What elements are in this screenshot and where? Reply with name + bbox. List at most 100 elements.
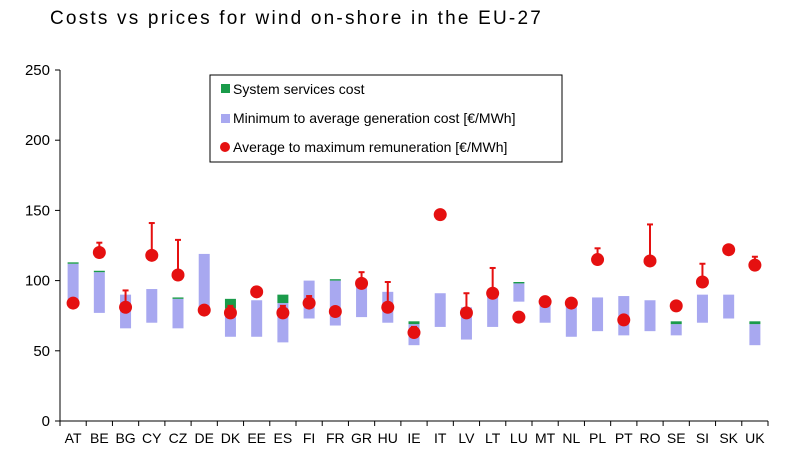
remuneration-point-dk	[223, 306, 237, 320]
x-tick-label-se: SE	[667, 430, 686, 446]
x-tick-label-hu: HU	[378, 430, 398, 446]
generation-cost-bar-ro	[644, 300, 656, 332]
x-tick-label-lu: LU	[510, 430, 528, 446]
x-tick-label-lv: LV	[458, 430, 475, 446]
remuneration-point-lv	[459, 306, 473, 320]
x-tick-label-ee: EE	[247, 430, 266, 446]
generation-cost-bar-fr	[329, 280, 341, 326]
remuneration-point-cy	[145, 248, 159, 262]
remuneration-point-bg	[119, 300, 133, 314]
x-tick-label-de: DE	[194, 430, 213, 446]
generation-cost-bar-gr	[356, 282, 368, 318]
remuneration-point-mt	[538, 295, 552, 309]
remuneration-point-lt	[486, 286, 500, 300]
generation-cost-bar-dk	[224, 308, 236, 337]
legend-marker-remuneration	[220, 142, 230, 152]
x-tick-label-ie: IE	[407, 430, 420, 446]
legend: System services cost Minimum to average …	[209, 74, 563, 163]
system-services-bar-at	[67, 262, 79, 264]
generation-cost-bar-mt	[539, 301, 551, 323]
x-tick-label-pl: PL	[589, 430, 606, 446]
y-tick-label: 100	[25, 273, 50, 290]
y-tick-label: 200	[25, 132, 50, 149]
legend-swatch-system-services	[221, 84, 230, 93]
x-tick-label-dk: DK	[221, 430, 241, 446]
system-services-bar-fr	[329, 279, 341, 281]
x-tick-label-cy: CY	[142, 430, 162, 446]
remuneration-point-sk	[722, 243, 736, 257]
remuneration-point-ro	[643, 254, 657, 268]
legend-label-system-services: System services cost	[233, 81, 365, 97]
remuneration-point-si	[695, 275, 709, 289]
remuneration-point-pt	[617, 313, 631, 327]
x-tick-label-fr: FR	[326, 430, 345, 446]
generation-cost-bar-es	[277, 303, 289, 343]
x-tick-label-si: SI	[696, 430, 709, 446]
generation-cost-bar-ee	[251, 300, 263, 337]
system-services-bar-se	[670, 321, 682, 325]
axes: 0 50 100 150 200 250 AT BE BG CY CZ DE DK EE ES FI FR GR H…	[25, 62, 769, 446]
x-tick-label-it: IT	[434, 430, 447, 446]
generation-cost-bar-it	[434, 293, 446, 327]
remuneration-point-de	[197, 303, 211, 317]
x-tick-label-bg: BG	[115, 430, 135, 446]
remuneration-point-cz	[171, 268, 185, 282]
remuneration-point-ee	[250, 285, 264, 299]
remuneration-point-es	[276, 306, 290, 320]
x-tick-label-nl: NL	[562, 430, 580, 446]
y-tick-label: 50	[33, 343, 50, 360]
x-tick-label-mt: MT	[535, 430, 556, 446]
generation-cost-bar-de	[198, 253, 210, 309]
generation-cost-bar-at	[67, 263, 79, 304]
generation-cost-bar-uk	[749, 324, 761, 346]
generation-cost-bar-pl	[592, 297, 604, 332]
x-tick-label-pt: PT	[615, 430, 633, 446]
generation-cost-bar-si	[696, 294, 708, 323]
remuneration-point-se	[669, 299, 683, 313]
chart-title: Costs vs prices for wind on-shore in the…	[50, 8, 543, 29]
y-tick-label: 250	[25, 62, 50, 79]
remuneration-point-uk	[748, 258, 762, 272]
system-services-bar-be	[93, 270, 105, 273]
remuneration-point-lu	[512, 310, 526, 324]
x-tick-label-gr: GR	[351, 430, 372, 446]
generation-cost-bar-be	[93, 272, 105, 313]
x-tick-label-fi: FI	[303, 430, 315, 446]
remuneration-point-ie	[407, 326, 421, 340]
x-tick-label-cz: CZ	[169, 430, 188, 446]
generation-cost-bar-cz	[172, 298, 184, 329]
generation-cost-bar-lt	[487, 296, 499, 327]
generation-cost-bar-lv	[460, 307, 472, 340]
generation-cost-bar-cy	[146, 289, 158, 323]
legend-label-remuneration: Average to maximum remuneration [€/MWh]	[233, 139, 507, 155]
remuneration-point-be	[92, 246, 106, 260]
generation-cost-bar-se	[670, 324, 682, 336]
y-tick-label: 0	[42, 413, 50, 430]
remuneration-point-pl	[591, 253, 605, 267]
remuneration-point-hu	[381, 300, 395, 314]
x-tick-label-sk: SK	[719, 430, 738, 446]
legend-box	[209, 74, 563, 163]
x-tick-label-at: AT	[65, 430, 82, 446]
system-services-bar-uk	[749, 321, 761, 325]
system-services-bar-es	[277, 294, 289, 304]
system-services-bar-dk	[224, 298, 236, 309]
x-tick-label-be: BE	[90, 430, 109, 446]
system-services-bar-ie	[408, 321, 420, 325]
remuneration-point-fi	[302, 296, 316, 310]
legend-label-generation-cost: Minimum to average generation cost [€/MW…	[233, 110, 515, 126]
x-tick-label-es: ES	[274, 430, 293, 446]
remuneration-point-nl	[564, 296, 578, 310]
x-tick-label-lt: LT	[485, 430, 501, 446]
remuneration-point-at	[66, 296, 80, 310]
generation-cost-bar-sk	[723, 294, 735, 319]
system-services-bar-cz	[172, 297, 184, 299]
generation-cost-bar-lu	[513, 283, 525, 302]
system-services-bar-lu	[513, 282, 525, 284]
remuneration-point-gr	[355, 276, 369, 290]
x-tick-label-ro: RO	[640, 430, 661, 446]
generation-cost-bar-nl	[565, 303, 577, 337]
markers-layer	[66, 208, 762, 340]
legend-swatch-generation-cost	[221, 114, 230, 123]
